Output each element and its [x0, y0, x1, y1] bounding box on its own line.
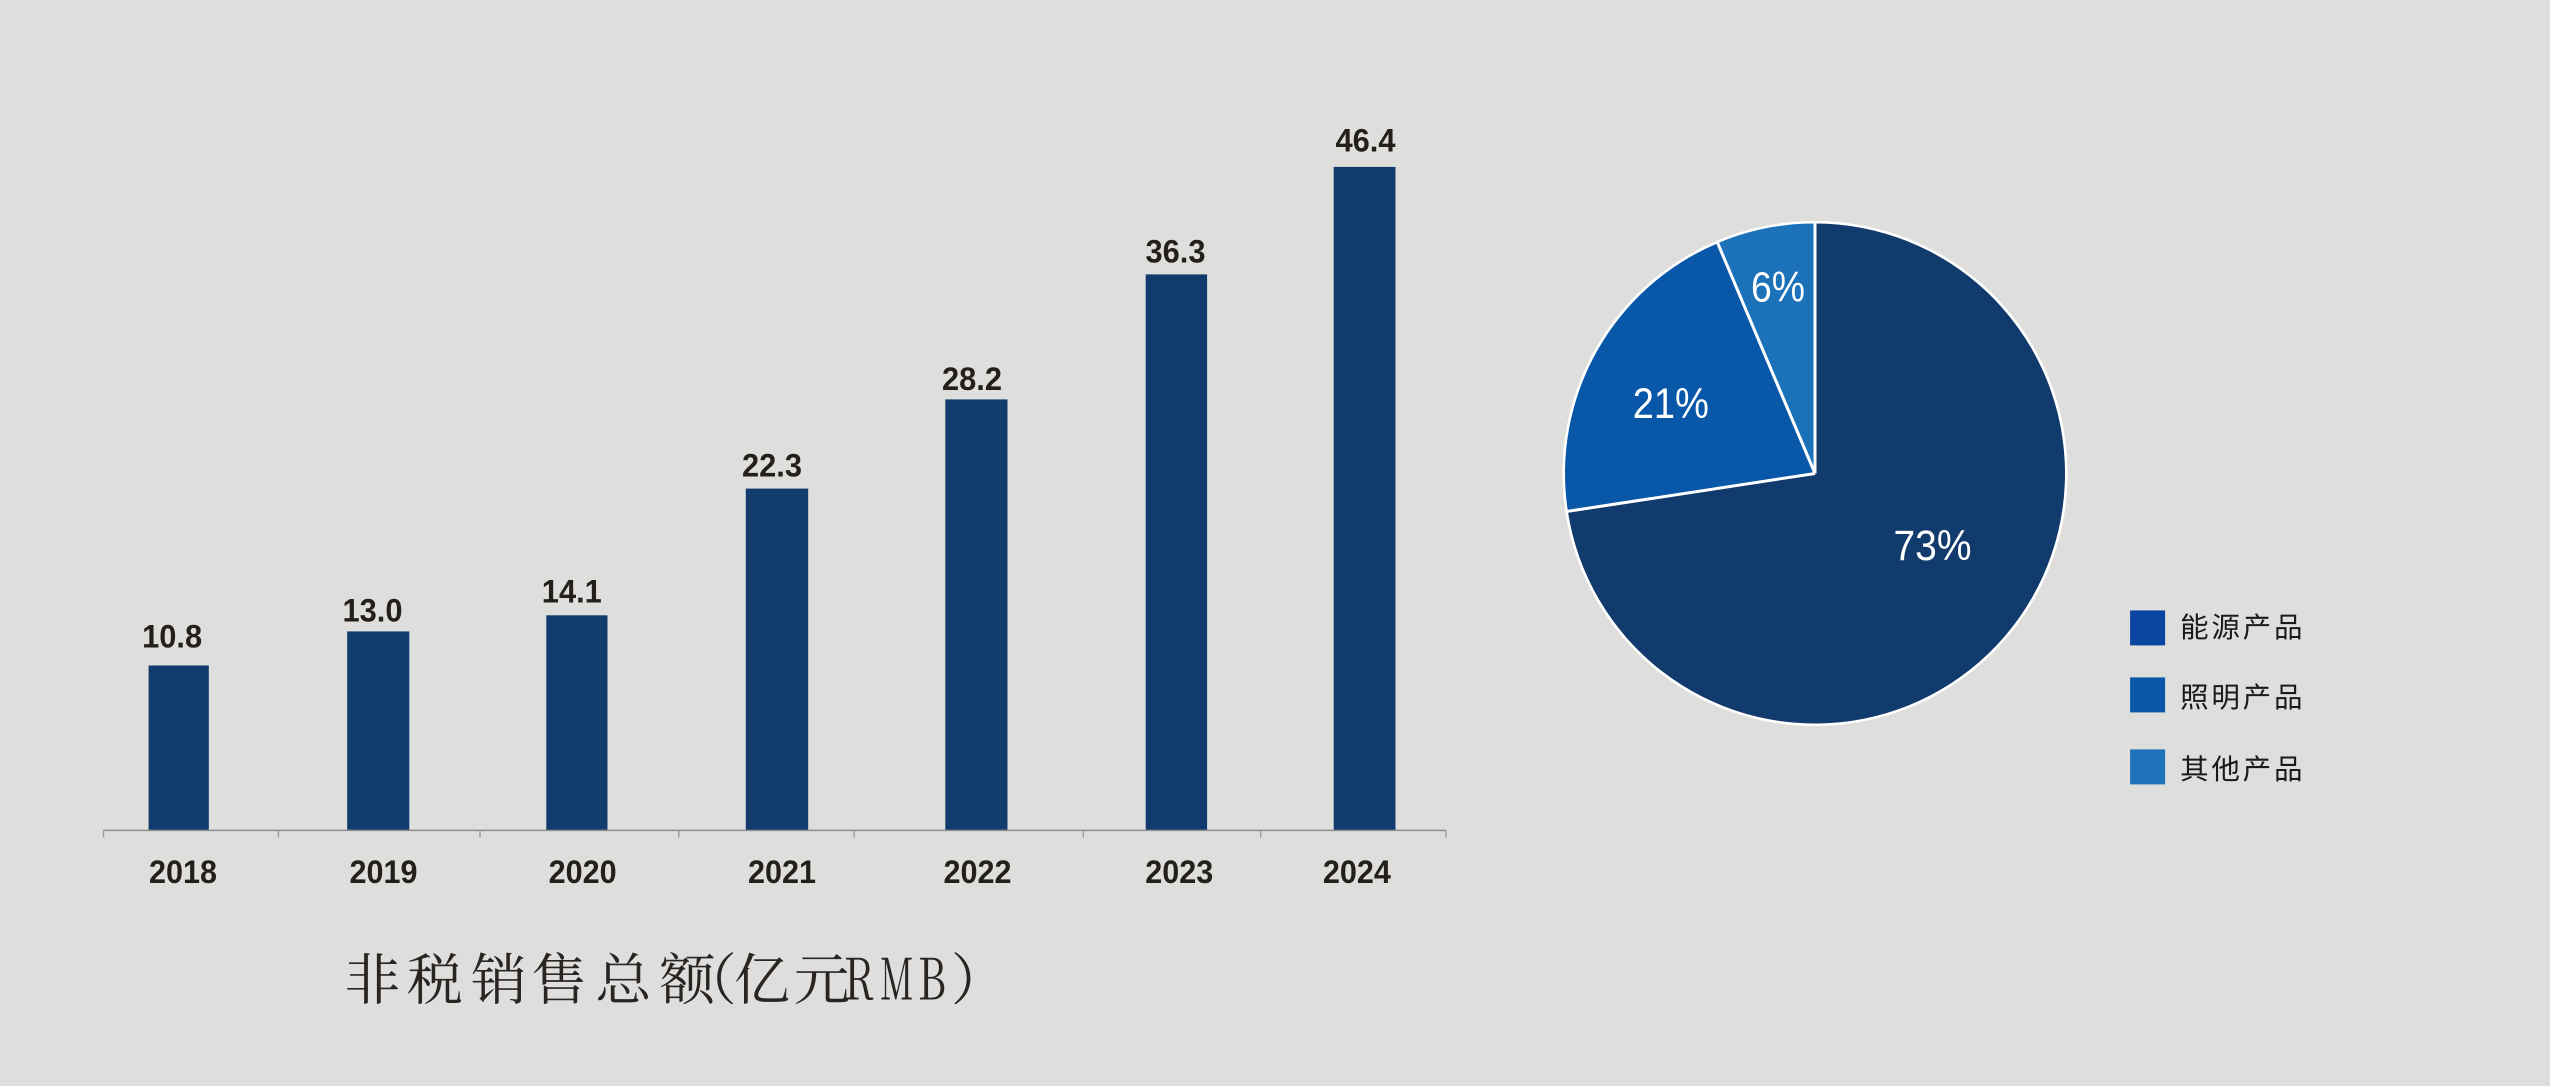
svg-text:73%: 73%: [1894, 523, 1972, 570]
svg-text:46.4: 46.4: [1336, 123, 1396, 159]
svg-text:2020: 2020: [549, 854, 617, 890]
svg-text:2019: 2019: [350, 854, 418, 890]
svg-text:2022: 2022: [944, 854, 1012, 890]
svg-text:21%: 21%: [1633, 381, 1709, 428]
svg-text:13.0: 13.0: [343, 593, 403, 629]
svg-text:2024: 2024: [1323, 854, 1391, 890]
svg-text:36.3: 36.3: [1146, 233, 1206, 269]
svg-text:14.1: 14.1: [542, 574, 602, 610]
svg-text:2018: 2018: [149, 854, 217, 890]
svg-text:28.2: 28.2: [942, 361, 1002, 397]
svg-text:6%: 6%: [1751, 264, 1805, 311]
svg-text:2023: 2023: [1145, 854, 1213, 890]
svg-text:2021: 2021: [748, 854, 816, 890]
svg-text:22.3: 22.3: [742, 448, 802, 484]
svg-text:10.8: 10.8: [142, 618, 202, 654]
